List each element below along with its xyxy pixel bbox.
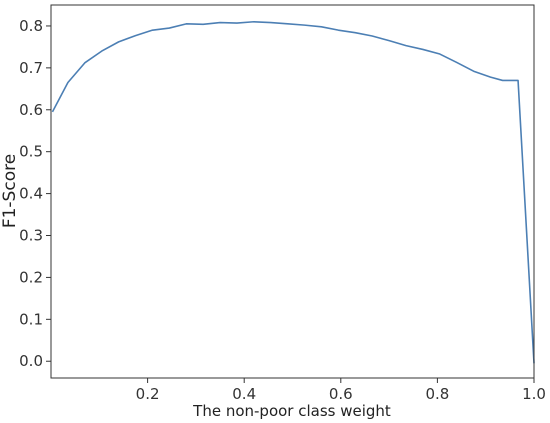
x-tick-label: 0.2 xyxy=(136,385,160,403)
plot-area xyxy=(51,5,534,378)
y-axis-title: F1-Score xyxy=(0,154,20,228)
y-tick-label: 0.4 xyxy=(19,185,43,203)
x-tick-label: 0.4 xyxy=(232,385,256,403)
series-layer xyxy=(51,20,535,364)
y-tick-label: 0.2 xyxy=(19,268,43,286)
y-tick-label: 0.7 xyxy=(19,59,43,77)
y-tick-label: 0.1 xyxy=(19,310,43,328)
y-axis-ticks: 0.0 0.1 0.2 0.3 0.4 0.5 0.6 0.7 0.8 xyxy=(19,17,51,370)
x-tick-label: 0.8 xyxy=(425,385,449,403)
y-tick-label: 0.6 xyxy=(19,101,43,119)
series-line-0 xyxy=(51,20,535,364)
y-tick-label: 0.0 xyxy=(19,352,43,370)
plot-frame xyxy=(50,4,535,379)
x-axis-ticks: 0.2 0.4 0.6 0.8 1.0 xyxy=(136,378,546,403)
y-tick-label: 0.5 xyxy=(19,143,43,161)
x-tick-label: 1.0 xyxy=(522,385,546,403)
x-tick-label: 0.6 xyxy=(329,385,353,403)
y-tick-label: 0.3 xyxy=(19,227,43,245)
y-tick-label: 0.8 xyxy=(19,17,43,35)
x-axis-title: The non-poor class weight xyxy=(192,402,391,420)
